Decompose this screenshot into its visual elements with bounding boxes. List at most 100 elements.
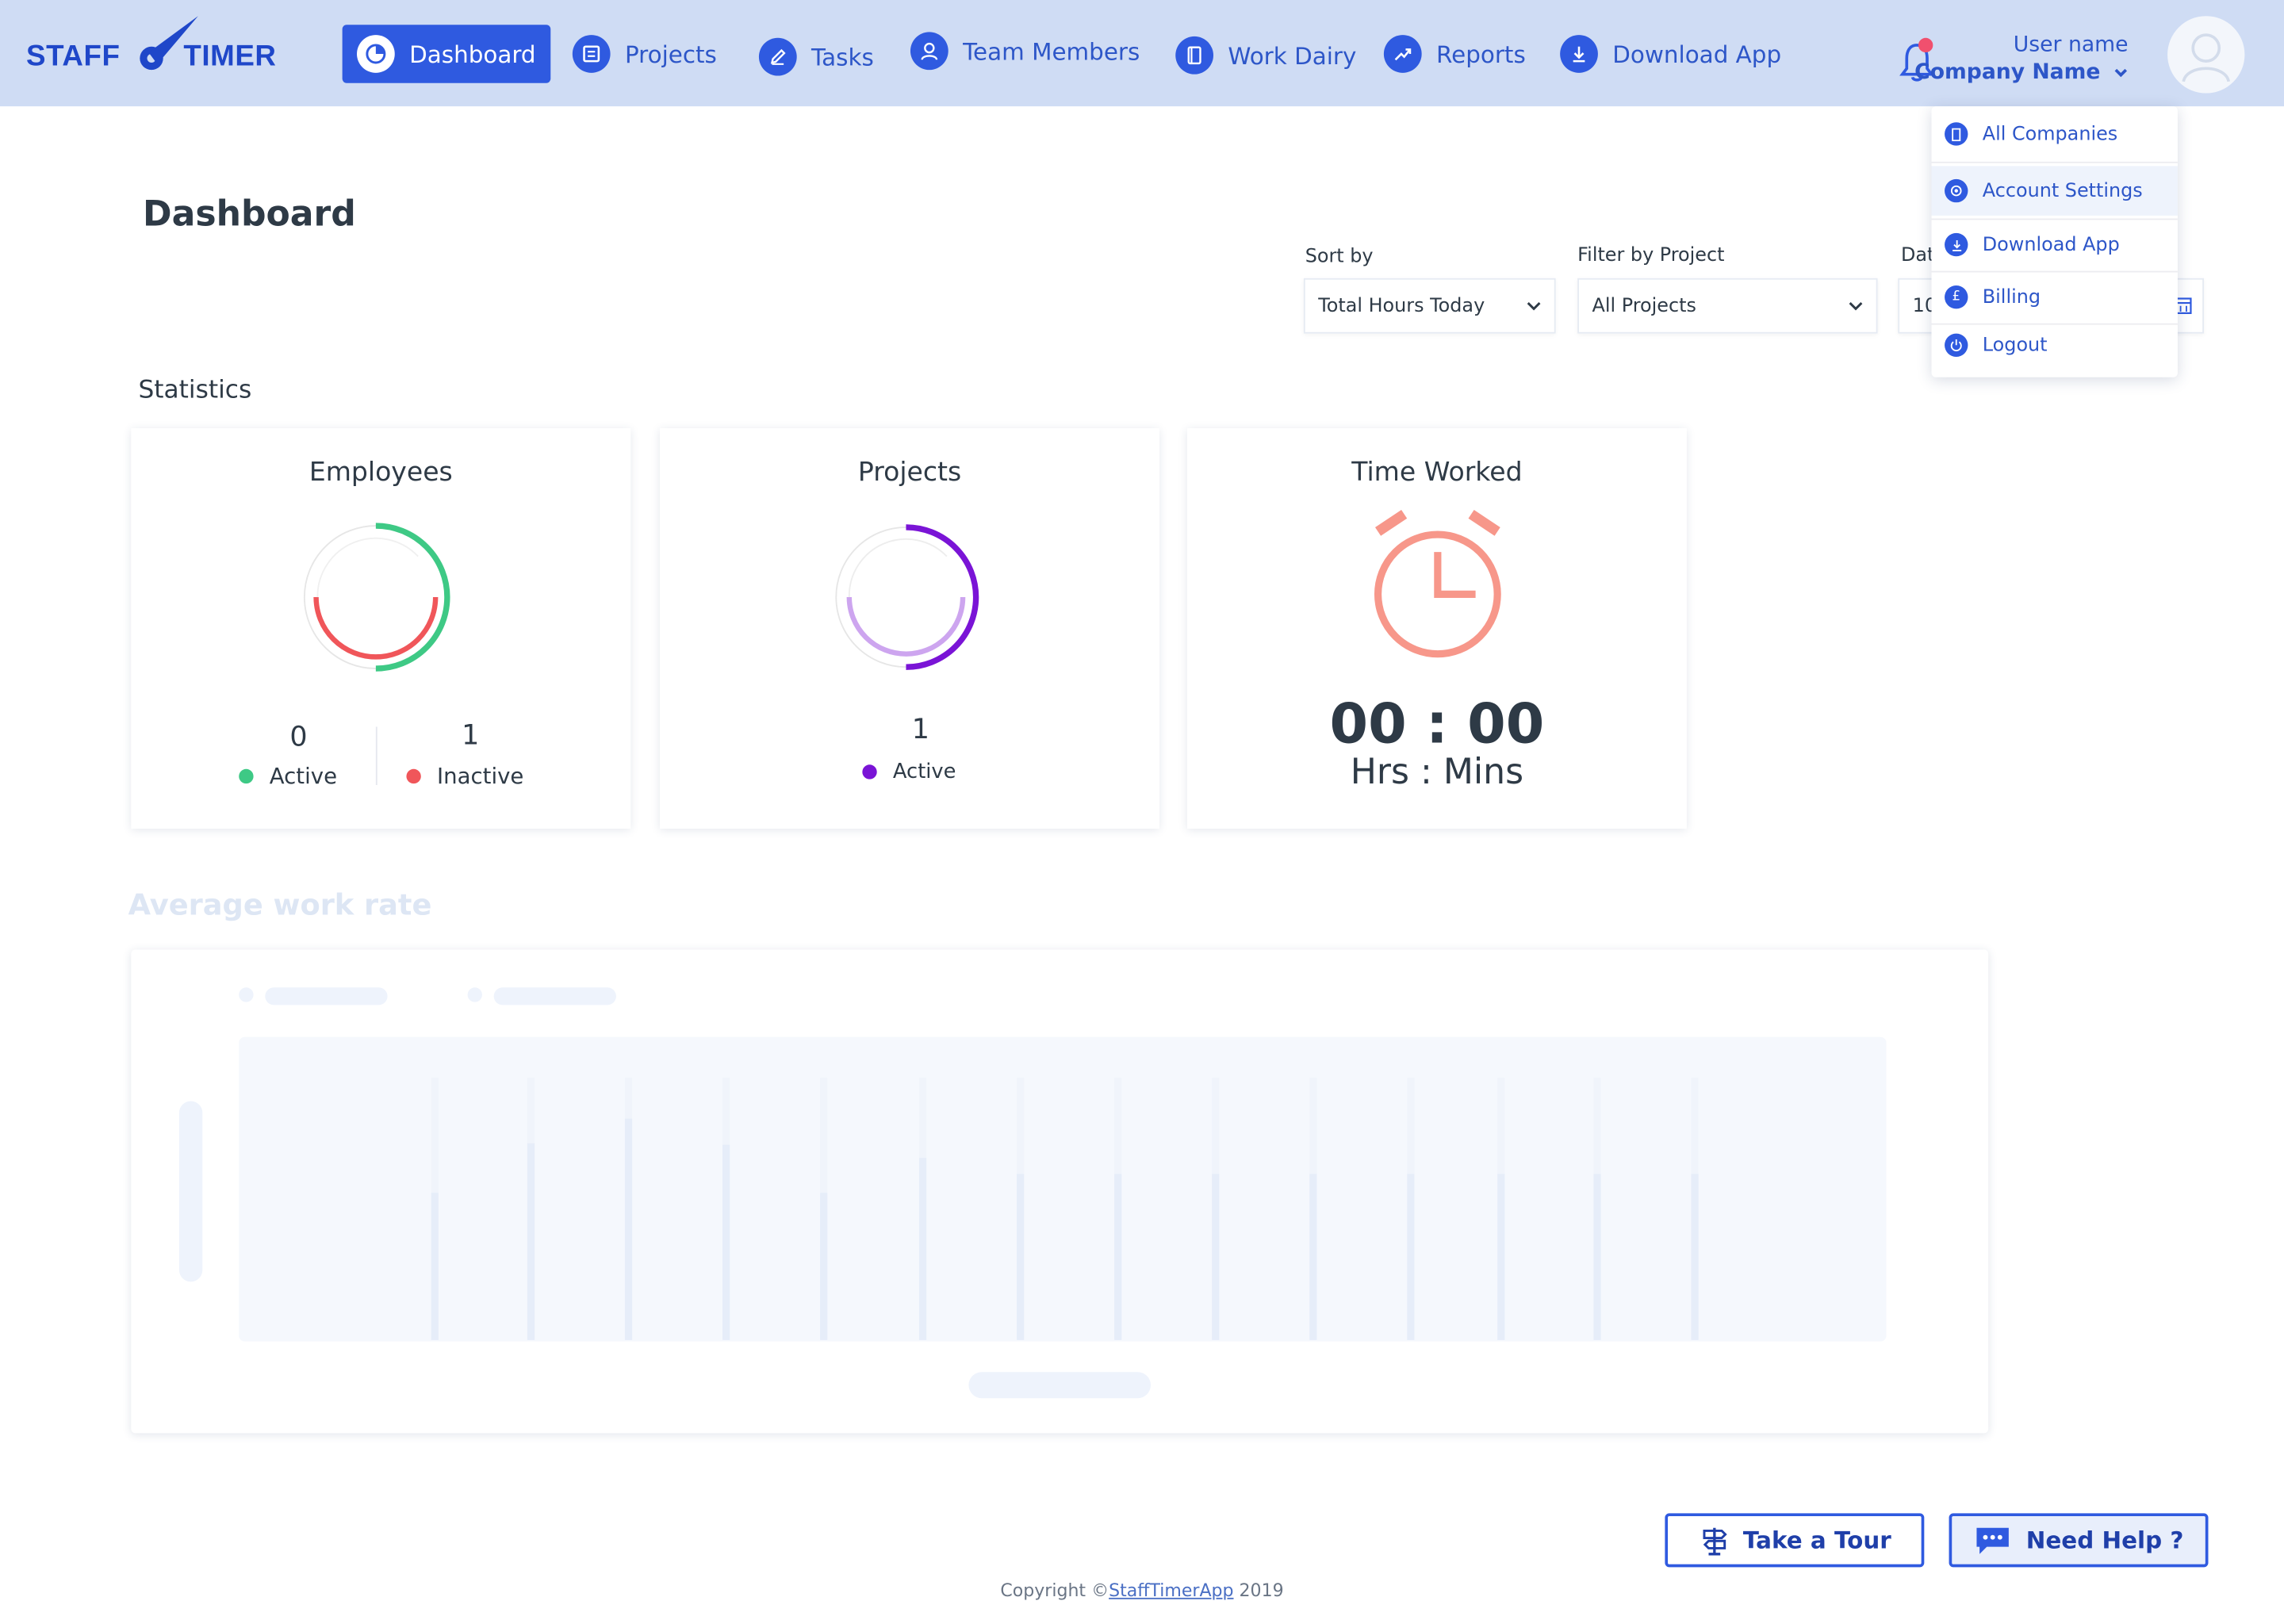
- skeleton-bar: [1407, 1174, 1415, 1340]
- active-dot-icon: [862, 764, 877, 779]
- time-worked-title: Time Worked: [1351, 457, 1523, 488]
- nav-work-diary[interactable]: Work Dairy: [1175, 26, 1356, 84]
- skeleton-plot-area: [239, 1036, 1887, 1342]
- staff-timer-logo[interactable]: STAFF TIMER: [26, 14, 289, 79]
- tasks-icon: [758, 37, 797, 76]
- employees-active-legend: Active: [239, 763, 337, 790]
- projects-ring-chart: [835, 524, 979, 670]
- footer-link[interactable]: StaffTimerApp: [1109, 1580, 1234, 1601]
- need-help-label: Need Help ?: [2025, 1526, 2184, 1554]
- menu-item-download-app[interactable]: Download App: [1932, 220, 2178, 269]
- projects-icon: [572, 35, 611, 73]
- projects-active-legend: Active: [862, 760, 956, 783]
- time-worked-unit: Hrs : Mins: [1350, 751, 1524, 793]
- average-work-rate-chart-skeleton: [131, 949, 1989, 1434]
- nav-reports[interactable]: Reports: [1383, 25, 1526, 82]
- skeleton-bar: [1114, 1174, 1122, 1340]
- project-filter-label: Filter by Project: [1577, 244, 1725, 267]
- dashboard-icon: [357, 35, 395, 73]
- nav-label: Dashboard: [409, 40, 536, 68]
- employees-ring-chart: [303, 523, 450, 672]
- time-worked-card: Time Worked 00 : 00 Hrs : Mins: [1186, 428, 1687, 829]
- user-avatar-icon: [2182, 33, 2231, 82]
- stat-divider: [375, 726, 377, 786]
- nav-projects[interactable]: Projects: [572, 25, 717, 82]
- chevron-down-icon: [2114, 68, 2128, 78]
- nav-download-app[interactable]: Download App: [1560, 25, 1781, 82]
- logo-text-right: TIMER: [183, 40, 277, 73]
- skeleton-legend-dot: [467, 987, 482, 1002]
- sort-select[interactable]: Total Hours Today: [1303, 278, 1556, 334]
- skeleton-bar: [1212, 1174, 1220, 1340]
- project-filter-select[interactable]: All Projects: [1577, 278, 1878, 334]
- user-dropdown-menu: All Companies Account Settings Download …: [1931, 106, 2178, 377]
- skeleton-bar: [1593, 1174, 1601, 1340]
- employees-inactive-legend: Inactive: [406, 763, 523, 790]
- menu-item-label: Download App: [1982, 233, 2120, 256]
- employees-inactive-count: 1: [462, 719, 480, 752]
- alarm-clock-icon: [1374, 510, 1501, 658]
- nav-label: Tasks: [811, 43, 874, 71]
- take-a-tour-button[interactable]: Take a Tour: [1665, 1513, 1925, 1568]
- billing-icon: £: [1945, 285, 1968, 309]
- menu-item-billing[interactable]: £ Billing: [1932, 272, 2178, 321]
- skeleton-legend-label: [493, 987, 616, 1005]
- logo-text-left: STAFF: [26, 40, 121, 73]
- nav-label: Work Dairy: [1228, 41, 1357, 70]
- chat-bubble-icon: [1976, 1526, 2009, 1553]
- footer-copyright: Copyright ©StaffTimerApp 2019: [1000, 1580, 1284, 1601]
- skeleton-axis: [178, 1101, 203, 1282]
- projects-title: Projects: [857, 457, 962, 488]
- date-filter-label: Dat: [1900, 244, 1935, 267]
- nav-tasks[interactable]: Tasks: [758, 28, 874, 86]
- project-filter-value: All Projects: [1592, 294, 1696, 317]
- team-members-icon: [910, 32, 948, 71]
- nav-label: Download App: [1612, 40, 1782, 68]
- skeleton-bar: [624, 1118, 633, 1340]
- company-name: Company Name: [1914, 59, 2128, 87]
- projects-active-count: 1: [911, 714, 929, 746]
- menu-item-label: Logout: [1982, 334, 2048, 357]
- top-navigation-bar: STAFF TIMER Dashboard Projects Task: [0, 0, 2284, 107]
- avatar[interactable]: [2167, 16, 2245, 94]
- logout-icon: [1945, 333, 1968, 358]
- user-name: User name: [2013, 33, 2129, 57]
- menu-divider: [1931, 218, 2178, 220]
- inactive-dot-icon: [406, 768, 421, 784]
- user-menu-toggle[interactable]: User name Company Name: [1914, 32, 2128, 87]
- nav-label: Projects: [624, 40, 717, 68]
- notification-badge: [1918, 37, 1933, 53]
- menu-divider: [1931, 161, 2178, 163]
- download-icon: [1945, 232, 1968, 257]
- stopwatch-hand-icon: [140, 16, 198, 71]
- average-work-rate-heading: Average work rate: [128, 887, 432, 922]
- employees-title: Employees: [308, 457, 453, 488]
- chevron-down-icon: [1849, 302, 1863, 311]
- nav-team-members[interactable]: Team Members: [910, 22, 1140, 80]
- statistics-heading: Statistics: [138, 375, 252, 405]
- need-help-button[interactable]: Need Help ?: [1949, 1513, 2209, 1568]
- work-diary-icon: [1175, 36, 1214, 75]
- menu-item-label: Account Settings: [1982, 179, 2143, 202]
- reports-icon: [1383, 35, 1422, 73]
- menu-item-label: Billing: [1982, 285, 2041, 308]
- nav-dashboard[interactable]: Dashboard: [342, 25, 551, 83]
- sort-value: Total Hours Today: [1318, 294, 1485, 317]
- menu-item-logout[interactable]: Logout: [1932, 320, 2178, 370]
- projects-card: Projects 1 Active: [660, 428, 1160, 829]
- page-title: Dashboard: [143, 193, 356, 235]
- menu-item-account-settings[interactable]: Account Settings: [1931, 166, 2178, 216]
- skeleton-bar: [722, 1144, 730, 1340]
- companies-icon: [1945, 122, 1968, 146]
- menu-divider: [1931, 270, 2178, 273]
- employees-active-count: 0: [289, 721, 308, 753]
- skeleton-bar: [820, 1193, 828, 1340]
- time-worked-value: 00 : 00: [1329, 691, 1545, 756]
- skeleton-x-label: [968, 1372, 1152, 1399]
- menu-divider: [1931, 323, 2178, 325]
- skeleton-bar: [1691, 1174, 1699, 1340]
- menu-item-all-companies[interactable]: All Companies: [1932, 109, 2178, 159]
- menu-item-label: All Companies: [1982, 123, 2118, 145]
- signpost-icon: [1702, 1526, 1727, 1555]
- active-dot-icon: [239, 768, 254, 784]
